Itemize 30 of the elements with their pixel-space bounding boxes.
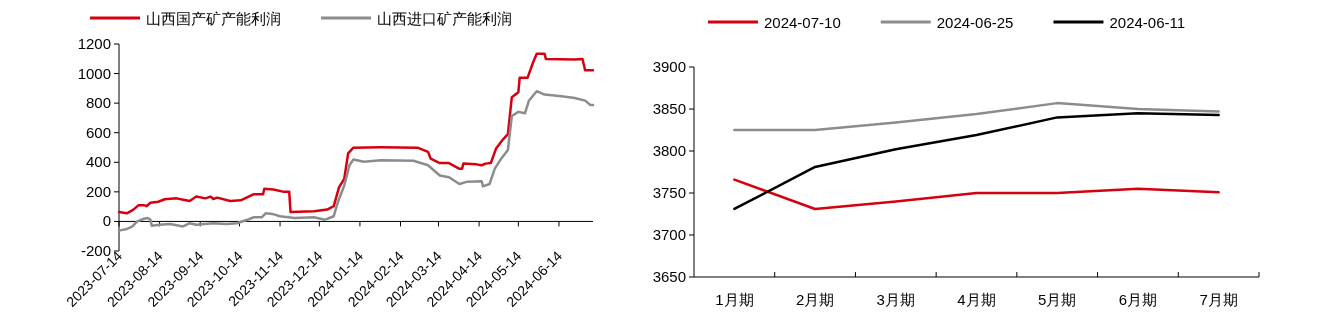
- x-tick-label: 1月期: [715, 291, 754, 308]
- y-tick-label: 3900: [652, 58, 686, 75]
- y-tick-label: 400: [85, 153, 111, 171]
- x-tick-label: 7月期: [1199, 291, 1238, 308]
- legend-label: 山西国产矿产能利润: [146, 10, 281, 27]
- legend-label: 2024-06-25: [936, 14, 1014, 31]
- y-tick-label: 1200: [77, 35, 111, 52]
- line-series: [733, 111, 1220, 211]
- x-tick-label: 4月期: [957, 291, 996, 308]
- x-tick-label: 2月期: [795, 291, 835, 308]
- x-tick-label: 6月期: [1118, 291, 1158, 308]
- line-series: [733, 178, 1220, 211]
- y-tick-label: 1000: [77, 64, 111, 82]
- legend-label: 2024-07-10: [764, 14, 841, 31]
- line-series: [117, 89, 595, 232]
- y-tick-label: 800: [85, 94, 111, 112]
- legend-label: 山西进口矿产能利润: [377, 10, 512, 27]
- line-series: [733, 101, 1220, 132]
- y-tick-label: 3650: [652, 268, 686, 285]
- y-tick-label: 3750: [652, 184, 686, 201]
- y-tick-label: 600: [85, 123, 111, 141]
- y-tick-label: 200: [85, 182, 111, 200]
- legend-label: 2024-06-11: [1109, 14, 1186, 31]
- line-series: [117, 52, 595, 215]
- x-tick-label: 5月期: [1038, 291, 1077, 308]
- y-tick-label: 3800: [652, 142, 686, 159]
- x-tick-label: 3月期: [876, 291, 915, 308]
- y-tick-label: 3700: [652, 226, 686, 243]
- y-tick-label: 0: [102, 212, 111, 230]
- y-tick-label: 3850: [652, 100, 686, 117]
